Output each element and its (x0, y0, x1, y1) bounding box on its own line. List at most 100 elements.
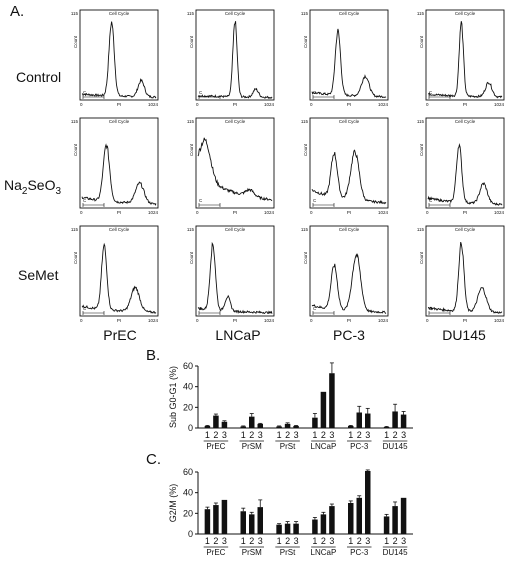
bar (356, 412, 362, 428)
plot-x-label: PI (463, 102, 467, 107)
condition-label: 3 (401, 430, 406, 440)
plot-x-max: 1024 (494, 210, 505, 215)
condition-label: 1 (384, 430, 389, 440)
plot-title: Cell Cycle (455, 119, 476, 124)
plot-frame (425, 9, 505, 101)
condition-label: 1 (205, 430, 210, 440)
plot-x-label: PI (347, 102, 351, 107)
plot-x-min: 0 (80, 102, 83, 107)
plot-frame (79, 117, 159, 209)
condition-label: 2 (357, 536, 362, 546)
condition-label: 1 (348, 536, 353, 546)
column-label-prec: PrEC (103, 327, 136, 343)
panel-a-label: A. (10, 3, 24, 20)
bar (320, 514, 327, 534)
plot-frame (79, 225, 159, 317)
plot-y-label: Count (303, 251, 308, 264)
plot-y-max: 115 (301, 11, 309, 16)
plot-x-max: 1024 (148, 102, 159, 107)
bar (249, 514, 255, 534)
plot-title: Cell Cycle (109, 119, 130, 124)
gate-label: C (83, 198, 87, 203)
bar (213, 415, 219, 428)
plot-y-max: 115 (71, 119, 79, 124)
histogram-trace (311, 28, 387, 99)
group-label: PrEC (206, 548, 225, 557)
plot-x-min: 0 (196, 210, 199, 215)
bar (392, 411, 398, 428)
plot-title: Cell Cycle (109, 11, 130, 16)
plot-x-label: PI (117, 210, 121, 215)
plot-y-label: Count (419, 251, 424, 264)
group-label: LNCaP (311, 442, 337, 451)
plot-x-min: 0 (196, 318, 199, 323)
plot-y-label: Count (73, 143, 78, 156)
condition-label: 2 (213, 536, 218, 546)
condition-label: 2 (321, 430, 326, 440)
gate-label: C (313, 90, 317, 95)
bar (240, 511, 246, 534)
gate-label: C (83, 306, 87, 311)
plot-y-label: Count (303, 143, 308, 156)
group-label: PrSt (280, 442, 296, 451)
plot-y-max: 115 (417, 227, 425, 232)
column-label-pc3: PC-3 (333, 327, 365, 343)
condition-label: 2 (285, 430, 290, 440)
plot-y-max: 115 (417, 11, 425, 16)
bar (213, 505, 219, 534)
histogram-grid: Cell Cycle Count 115 0 PI 1024 C Cell Cycle Coun… (71, 9, 505, 323)
plot-x-max: 1024 (264, 210, 275, 215)
condition-label: 1 (312, 430, 317, 440)
bar (221, 499, 228, 534)
bar (257, 423, 263, 428)
histogram-trace (197, 137, 273, 202)
histogram-trace (81, 21, 157, 99)
plot-y-label: Count (419, 35, 424, 48)
histogram-trace (81, 242, 157, 314)
histogram-trace (311, 253, 387, 314)
y-tick-label: 40 (183, 488, 193, 498)
plot-x-max: 1024 (494, 102, 505, 107)
y-tick-label: 0 (188, 529, 193, 539)
panel-b-label: B. (146, 347, 160, 364)
row-label-control: Control (16, 69, 61, 85)
bar (329, 373, 335, 428)
plot-title: Cell Cycle (339, 119, 360, 124)
condition-label: 1 (241, 430, 246, 440)
bar (348, 425, 354, 428)
histogram-plot: Cell Cycle Count 115 0 PI 1024 C (187, 9, 274, 107)
plot-title: Cell Cycle (455, 227, 476, 232)
plot-frame (195, 225, 275, 317)
plot-frame (425, 117, 505, 209)
group-label: DU145 (383, 442, 408, 451)
plot-title: Cell Cycle (455, 11, 476, 16)
y-axis-label: G2/M (%) (168, 484, 178, 523)
y-tick-label: 60 (183, 467, 193, 477)
condition-label: 3 (329, 536, 334, 546)
group-label: PC-3 (350, 442, 369, 451)
group-label: DU145 (383, 548, 408, 557)
condition-label: 3 (329, 430, 334, 440)
y-tick-label: 40 (183, 382, 193, 392)
gate-label: C (199, 90, 203, 95)
bar (348, 503, 354, 534)
gate-marker (428, 203, 451, 207)
plot-y-max: 115 (187, 227, 195, 232)
plot-title: Cell Cycle (339, 227, 360, 232)
bar (320, 391, 327, 428)
bar (276, 426, 282, 428)
plot-y-max: 115 (301, 119, 309, 124)
plot-x-label: PI (463, 318, 467, 323)
histogram-plot: Cell Cycle Count 115 0 PI 1024 C (301, 225, 388, 323)
histogram-plot: Cell Cycle Count 115 0 PI 1024 C (71, 117, 159, 215)
plot-x-label: PI (117, 318, 121, 323)
condition-label: 1 (384, 536, 389, 546)
plot-frame (309, 117, 389, 209)
bar (249, 416, 255, 428)
bar (400, 414, 407, 428)
condition-label: 3 (258, 430, 263, 440)
plot-title: Cell Cycle (225, 119, 246, 124)
condition-label: 1 (277, 536, 282, 546)
condition-label: 1 (241, 536, 246, 546)
